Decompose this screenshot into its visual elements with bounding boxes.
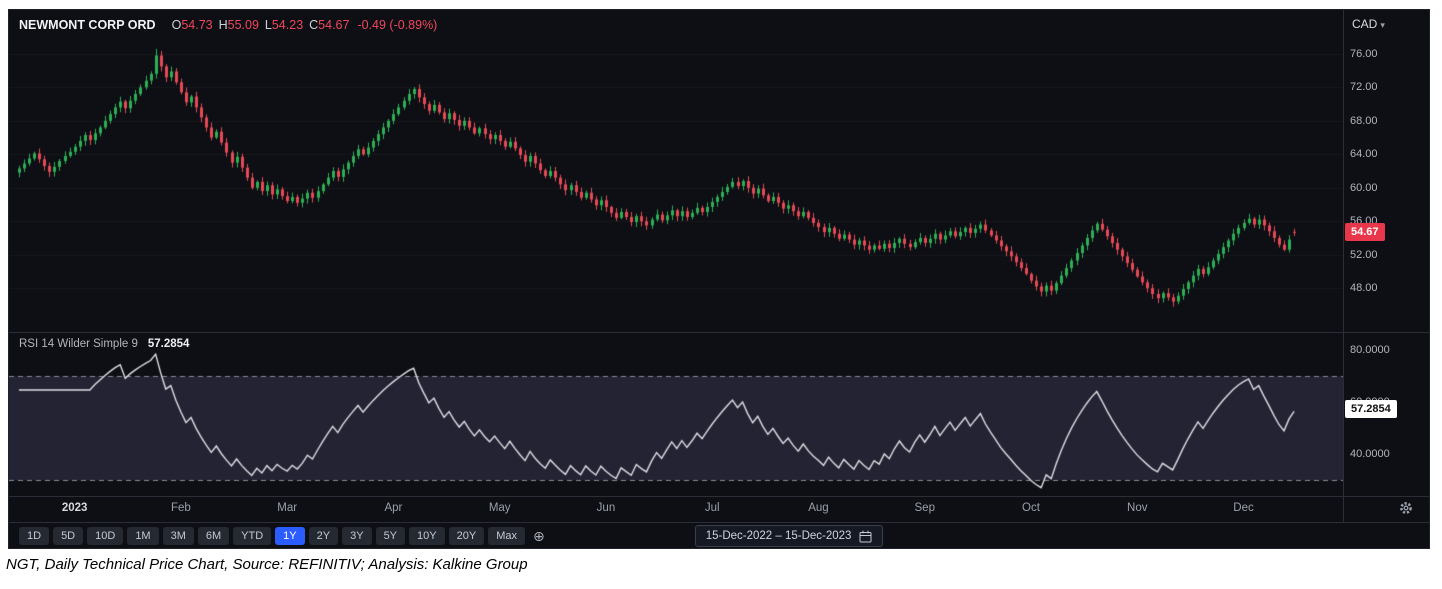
ohlc-label: L [264, 18, 272, 32]
change-value: -0.49 (-0.89%) [357, 18, 438, 32]
price-tick-label: 48.00 [1350, 282, 1378, 295]
time-axis[interactable]: 2023 Feb Mar Apr May Jun Jul Aug Sep Oct Nov Dec [9, 496, 1343, 522]
chevron-down-icon: ▾ [1380, 20, 1385, 30]
time-axis-label-nov: Nov [1127, 502, 1148, 514]
date-range-control[interactable]: 15-Dec-2022 – 15-Dec-2023 [694, 525, 884, 547]
range-toolbar: 1D 5D 10D 1M 3M 6M YTD 1Y 2Y 3Y 5Y 10Y 20Y Max ⊕ 15-D… [9, 523, 1429, 549]
date-range-text: 15-Dec-2022 – 15-Dec-2023 [705, 530, 852, 542]
price-axis-separator [1343, 10, 1344, 522]
ohlc-label: O [171, 18, 182, 32]
range-button-1m[interactable]: 1M [127, 527, 159, 545]
time-axis-label-aug: Aug [808, 502, 829, 514]
rsi-indicator-value: 57.2854 [147, 338, 190, 350]
range-button-group: 1D 5D 10D 1M 3M 6M YTD 1Y 2Y 3Y 5Y 10Y 20Y Max [19, 527, 525, 545]
time-axis-label-jul: Jul [704, 502, 720, 514]
price-tick-label: 76.00 [1350, 47, 1378, 60]
ohlc-value: 54.23 [271, 18, 304, 32]
price-tick-label: 60.00 [1350, 181, 1378, 194]
pane-separator [9, 332, 1429, 333]
time-axis-label-may: May [488, 502, 511, 514]
ohlc-value: 54.67 [318, 18, 350, 32]
price-tick-label: 64.00 [1350, 148, 1378, 161]
price-axis: CAD ▾ 54.67 57.2854 76.00 72.00 68.00 64.00 6… [1344, 10, 1430, 522]
range-button-5y[interactable]: 5Y [375, 527, 406, 545]
time-axis-label-apr: Apr [384, 502, 403, 514]
time-axis-label-dec: Dec [1233, 502, 1254, 514]
toolbar-separator [9, 522, 1429, 523]
time-axis-label-mar: Mar [277, 502, 298, 514]
range-button-1d[interactable]: 1D [19, 527, 50, 545]
range-button-2y[interactable]: 2Y [308, 527, 339, 545]
range-button-3m[interactable]: 3M [162, 527, 194, 545]
ohlc-label: C [309, 18, 319, 32]
ohlc-value: 54.73 [181, 18, 213, 32]
range-button-20y[interactable]: 20Y [448, 527, 485, 545]
calendar-icon [859, 530, 872, 542]
gear-icon[interactable] [1398, 500, 1414, 516]
time-axis-label-sep: Sep [914, 502, 935, 514]
range-button-10d[interactable]: 10D [87, 527, 124, 545]
circled-plus-icon[interactable]: ⊕ [532, 528, 545, 544]
currency-label: CAD [1352, 17, 1378, 31]
range-button-max[interactable]: Max [488, 527, 525, 545]
symbol-name: NEWMONT CORP ORD [19, 18, 156, 32]
price-chart-panel: NEWMONT CORP ORD O54.73 H55.09 L54.23 C54.67… [8, 9, 1430, 549]
range-button-1y[interactable]: 1Y [275, 527, 305, 545]
time-axis-label-jun: Jun [596, 502, 616, 514]
time-axis-label-oct: Oct [1022, 502, 1040, 514]
time-axis-separator [9, 496, 1429, 497]
rsi-tick-label: 40.0000 [1350, 448, 1390, 461]
chart-canvas[interactable] [9, 10, 1343, 496]
rsi-tick-label: 80.0000 [1350, 344, 1390, 357]
last-price-badge: 54.67 [1345, 223, 1385, 242]
time-axis-label-feb: Feb [170, 502, 191, 514]
range-button-5d[interactable]: 5D [53, 527, 84, 545]
price-pane-header: NEWMONT CORP ORD O54.73 H55.09 L54.23 C54.67… [19, 18, 437, 32]
range-button-ytd[interactable]: YTD [233, 527, 272, 545]
rsi-indicator-label: RSI 14 Wilder Simple 9 [19, 338, 138, 350]
price-tick-label: 72.00 [1350, 81, 1378, 94]
range-button-10y[interactable]: 10Y [409, 527, 445, 545]
ohlc-values: O54.73 H55.09 L54.23 C54.67 [166, 18, 350, 32]
currency-dropdown[interactable]: CAD ▾ [1352, 17, 1385, 31]
price-tick-label: 52.00 [1350, 248, 1378, 261]
ohlc-value: 55.09 [227, 18, 259, 32]
range-button-3y[interactable]: 3Y [342, 527, 372, 545]
chart-caption: NGT, Daily Technical Price Chart, Source… [6, 556, 528, 573]
time-axis-label-2023: 2023 [61, 502, 88, 514]
range-button-6m[interactable]: 6M [197, 527, 230, 545]
price-tick-label: 68.00 [1350, 114, 1378, 127]
rsi-value-badge: 57.2854 [1345, 400, 1397, 419]
rsi-pane-header: RSI 14 Wilder Simple 9 57.2854 [19, 338, 189, 350]
ohlc-label: H [218, 18, 228, 32]
